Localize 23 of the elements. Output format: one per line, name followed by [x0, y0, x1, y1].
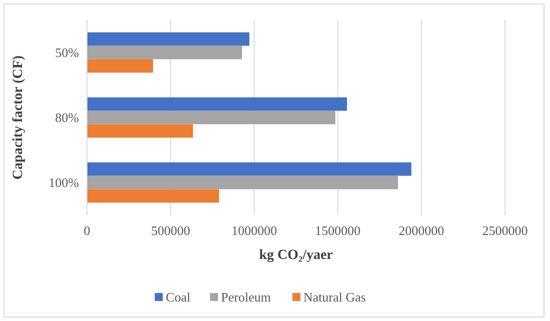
x-tick-label: 500000	[151, 223, 190, 238]
y-tick-label: 50%	[55, 45, 80, 60]
legend-label: Peroleum	[221, 290, 271, 305]
y-tick-label: 80%	[55, 110, 80, 126]
bar	[87, 110, 336, 124]
bar	[87, 46, 242, 60]
legend-label: Coal	[166, 290, 191, 305]
bar	[87, 97, 347, 111]
bar	[87, 162, 412, 176]
x-tick-label: 2000000	[398, 223, 444, 238]
x-axis-title: kg CO₂/yaer	[259, 248, 333, 263]
x-tick-label: 2500000	[482, 223, 528, 238]
bar	[87, 176, 398, 190]
bar	[87, 59, 154, 73]
x-tick-label: 0	[84, 223, 90, 238]
x-tick-label: 1000000	[231, 223, 277, 238]
bar	[87, 32, 250, 46]
legend-label: Natural Gas	[303, 290, 366, 305]
y-axis-title: Capacity factor (CF)	[11, 55, 26, 180]
bar	[87, 189, 220, 203]
bar	[87, 124, 194, 138]
x-tick-label: 1500000	[315, 223, 361, 238]
y-tick-label: 100%	[48, 175, 80, 190]
